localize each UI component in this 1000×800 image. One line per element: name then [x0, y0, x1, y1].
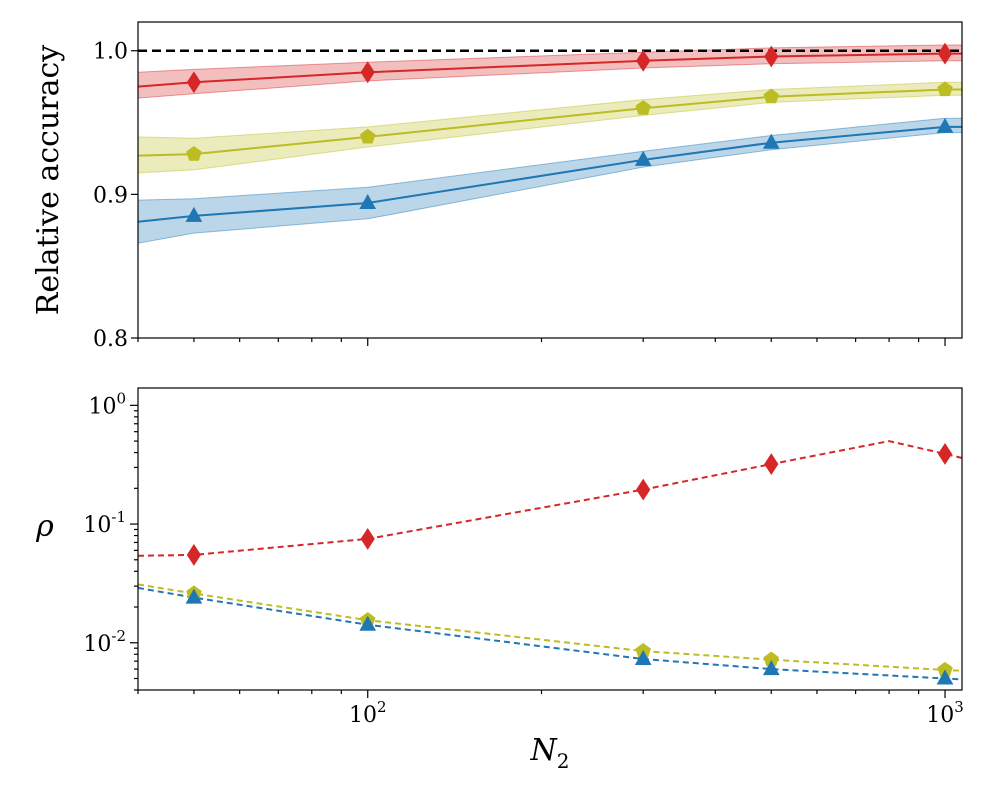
rho-x-ticks: 102 103	[137, 690, 964, 728]
accuracy-marker-0-1	[360, 61, 375, 84]
accuracy-y-tick-label: 0.8	[93, 327, 128, 352]
accuracy-axes-frame	[137, 21, 963, 339]
rho-y-tick-label: 10-1	[83, 508, 126, 538]
rho-marker-0-0	[186, 543, 201, 566]
accuracy-marker-0-2	[636, 49, 651, 72]
accuracy-marker-2-3	[762, 133, 780, 149]
accuracy-bands	[137, 44, 963, 244]
rho-line-0	[137, 440, 963, 557]
rho-marker-2-4	[936, 669, 954, 685]
accuracy-y-tick-label: 1.0	[93, 40, 128, 65]
accuracy-marker-1-0	[186, 145, 202, 161]
accuracy-marker-1-3	[763, 88, 779, 104]
accuracy-x-ticks	[137, 338, 946, 346]
accuracy-marker-2-4	[936, 117, 954, 133]
rho-panel: 102 103 10-2 10-1 100 ρ N2	[35, 387, 964, 773]
rho-y-tick-label: 10-2	[83, 627, 126, 657]
rho-y-tick-label: 100	[88, 389, 126, 419]
rho-marker-0-4	[937, 442, 953, 465]
rho-marker-0-1	[360, 527, 375, 550]
rho-y-axis-label: ρ	[35, 509, 54, 544]
accuracy-marker-0-0	[186, 71, 201, 94]
rho-markers	[185, 442, 954, 685]
accuracy-y-axis-label: Relative accuracy	[31, 45, 66, 316]
accuracy-marker-2-0	[185, 206, 203, 222]
rho-lines	[137, 440, 963, 681]
rho-marker-2-3	[762, 660, 780, 676]
rho-marker-2-0	[185, 588, 203, 604]
accuracy-marker-1-4	[937, 81, 953, 97]
accuracy-marker-0-3	[764, 45, 779, 68]
rho-marker-2-1	[359, 615, 377, 631]
accuracy-marker-0-4	[937, 42, 953, 65]
accuracy-marker-2-2	[634, 150, 652, 166]
rho-marker-0-3	[764, 453, 779, 476]
rho-marker-2-2	[634, 649, 652, 665]
rho-line-2	[137, 586, 963, 681]
rho-line-1	[137, 583, 963, 672]
rho-y-ticks: 10-2 10-1 100	[83, 389, 138, 691]
x-axis-label: N2	[530, 733, 570, 773]
accuracy-marker-1-1	[360, 128, 376, 144]
accuracy-band-1	[137, 81, 963, 174]
rho-axes-frame	[137, 387, 963, 691]
accuracy-markers	[185, 42, 954, 222]
x-tick-label: 103	[926, 698, 964, 728]
accuracy-panel: 0.8 0.9 1.0 Relative accuracy	[31, 21, 963, 352]
accuracy-y-ticks: 0.8 0.9 1.0	[93, 40, 138, 352]
x-tick-label: 102	[349, 698, 387, 728]
rho-marker-0-2	[636, 478, 651, 501]
accuracy-marker-2-1	[359, 193, 377, 209]
accuracy-marker-1-2	[635, 100, 651, 115]
accuracy-y-tick-label: 0.9	[93, 183, 128, 208]
